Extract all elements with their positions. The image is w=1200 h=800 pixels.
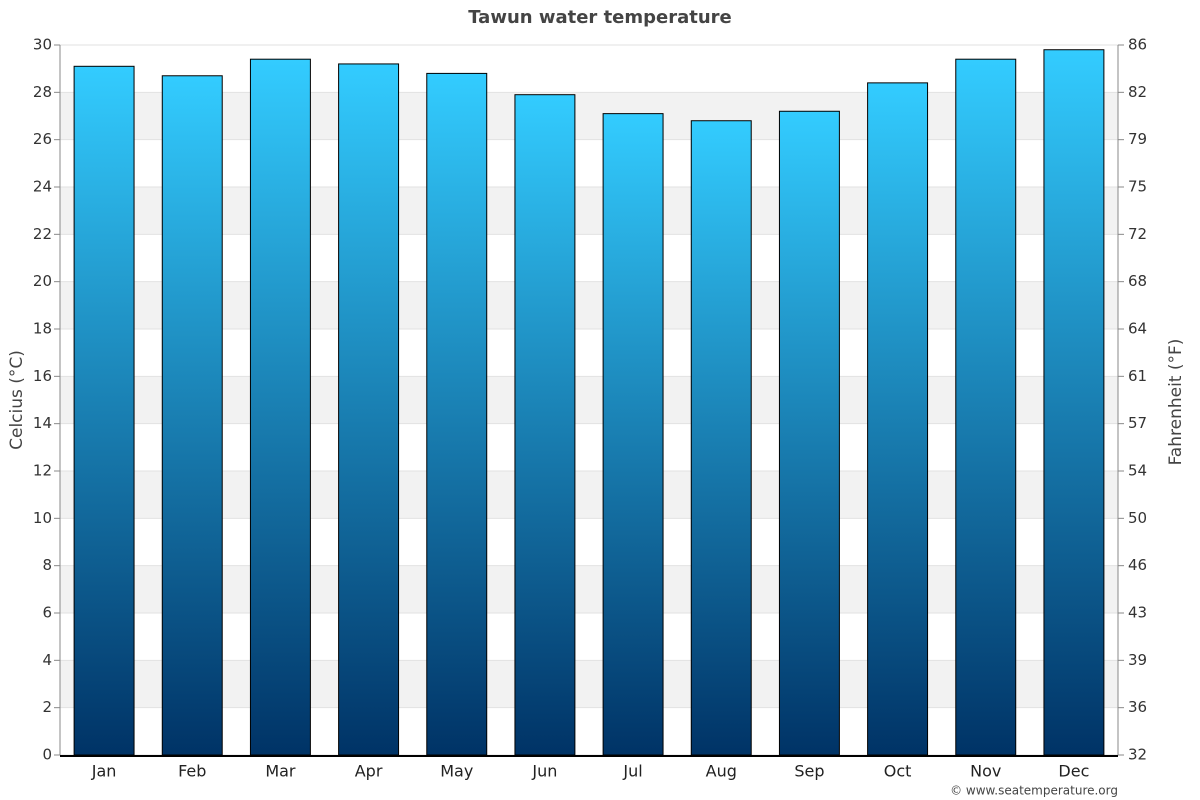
y-tick-label: 16 <box>33 367 52 385</box>
y-tick-label: 30 <box>33 36 52 54</box>
y-tick-label: 26 <box>33 130 52 148</box>
bar <box>690 120 752 756</box>
y-tick-label: 12 <box>33 462 52 480</box>
y-tick-label: 28 <box>33 83 52 101</box>
grid-band <box>60 92 1118 140</box>
y2-tick-label: 64 <box>1128 320 1147 338</box>
y-tick-label: 6 <box>42 604 52 622</box>
y-axis-label: Celcius (°C) <box>7 350 27 450</box>
y2-tick-label: 43 <box>1128 604 1147 622</box>
y-tick-label: 18 <box>33 320 52 338</box>
x-tick-label: Feb <box>178 762 206 781</box>
y-tick-label: 8 <box>42 556 52 574</box>
x-tick-label: Jan <box>91 762 117 781</box>
bar <box>778 110 840 756</box>
x-tick-label: Apr <box>355 762 383 781</box>
y2-axis-label: Fahrenheit (°F) <box>1166 339 1186 466</box>
x-tick-label: Jul <box>622 762 642 781</box>
source: © www.seatemperature.org <box>950 784 1118 798</box>
y2-tick-label: 68 <box>1128 272 1147 290</box>
grid-band <box>60 281 1118 329</box>
bar <box>249 58 311 756</box>
y-tick-label: 14 <box>33 414 52 432</box>
bar <box>426 72 488 756</box>
bar <box>602 113 664 756</box>
x-tick-label: Nov <box>970 762 1001 781</box>
x-tick-label: Jun <box>531 762 557 781</box>
y2-tick-label: 50 <box>1128 509 1147 527</box>
y2-tick-label: 72 <box>1128 225 1147 243</box>
y-tick-label: 10 <box>33 509 52 527</box>
y2-tick-label: 86 <box>1128 36 1147 54</box>
x-tick-label: Mar <box>265 762 296 781</box>
y2-tick-label: 75 <box>1128 178 1147 196</box>
grid-band <box>60 565 1118 613</box>
grid-band <box>60 187 1118 235</box>
y-tick-label: 2 <box>42 698 52 716</box>
y2-tick-label: 57 <box>1128 414 1147 432</box>
y2-tick-label: 79 <box>1128 130 1147 148</box>
grid-band <box>60 660 1118 708</box>
bar <box>338 63 400 756</box>
y-tick-label: 0 <box>42 746 52 764</box>
chart-title: Tawun water temperature <box>468 7 732 28</box>
grid-band <box>60 376 1118 424</box>
x-tick-label: Oct <box>884 762 912 781</box>
x-tick-label: Aug <box>706 762 737 781</box>
y-tick-label: 20 <box>33 272 52 290</box>
x-tick-label: Dec <box>1058 762 1089 781</box>
bar <box>1043 49 1105 756</box>
x-tick-label: Sep <box>794 762 824 781</box>
y-tick-label: 24 <box>33 178 52 196</box>
y2-tick-label: 82 <box>1128 83 1147 101</box>
bar <box>955 58 1017 756</box>
bar <box>73 65 135 756</box>
x-tick-label: May <box>440 762 473 781</box>
y2-tick-label: 36 <box>1128 698 1147 716</box>
bar <box>161 75 223 756</box>
y2-tick-label: 46 <box>1128 556 1147 574</box>
y2-tick-label: 54 <box>1128 462 1147 480</box>
y-tick-label: 22 <box>33 225 52 243</box>
y2-tick-label: 32 <box>1128 746 1147 764</box>
grid-band <box>60 471 1118 519</box>
y2-tick-label: 61 <box>1128 367 1147 385</box>
y-tick-label: 4 <box>42 651 52 669</box>
bar <box>514 94 576 756</box>
bar <box>867 82 929 756</box>
y2-tick-label: 39 <box>1128 651 1147 669</box>
